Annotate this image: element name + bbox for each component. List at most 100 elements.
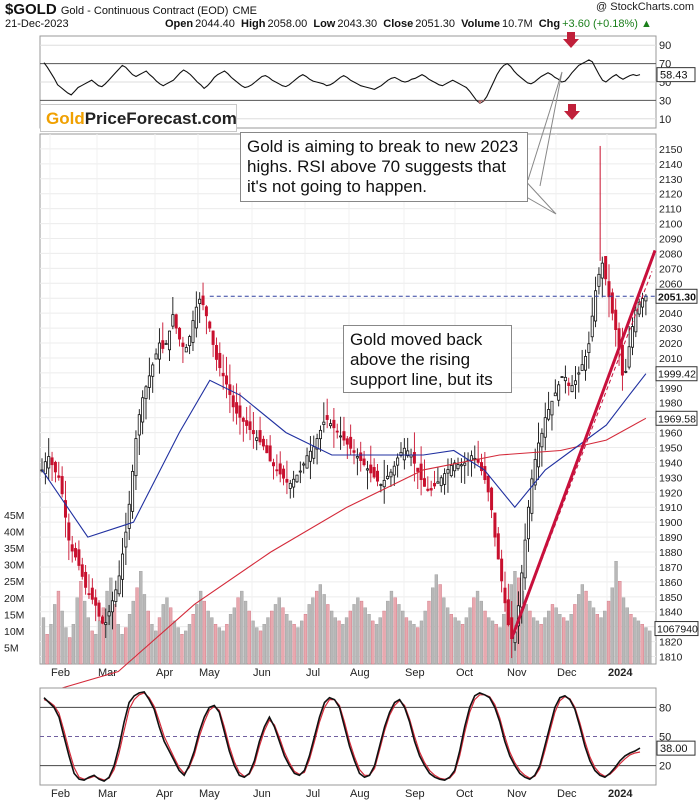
candle-body <box>164 343 168 345</box>
stochastic-x-label: Nov <box>507 788 527 800</box>
price-tick-label: 2010 <box>659 353 683 365</box>
credit-label[interactable]: @ StockCharts.com <box>596 1 694 13</box>
candle-body <box>406 450 410 457</box>
volume-bar <box>356 597 360 665</box>
volume-bar <box>577 594 581 665</box>
chart-symbol: $GOLD Gold - Continuous Contract (EOD) C… <box>5 1 257 18</box>
volume-bar <box>232 607 236 665</box>
volume-bar <box>97 620 102 665</box>
volume-bar <box>472 597 476 665</box>
candle-body <box>449 465 453 477</box>
volume-bar <box>60 610 64 665</box>
price-tick-label: 1950 <box>659 443 683 455</box>
volume-bar <box>176 627 180 665</box>
volume-bar <box>344 617 349 665</box>
candle-body <box>369 464 373 474</box>
volume-bar <box>633 617 637 665</box>
candle-body <box>537 442 541 468</box>
volume-bar <box>45 634 49 665</box>
candle-body <box>426 488 430 491</box>
candle-body <box>402 447 406 461</box>
volume-bar <box>333 617 337 665</box>
volume-bar <box>157 617 162 665</box>
price-tick-label: 1980 <box>659 398 683 410</box>
volume-bar <box>285 614 289 665</box>
volume-bar <box>142 594 147 665</box>
price-tick-label: 2140 <box>659 159 683 171</box>
volume-bar <box>468 607 472 665</box>
volume-bar <box>606 600 611 665</box>
volume-bar <box>281 607 285 665</box>
volume-bar <box>168 607 173 665</box>
volume-bar <box>558 614 562 665</box>
volume-value-box <box>654 621 699 637</box>
price-tick-label: 2070 <box>659 263 683 275</box>
candle-body <box>204 306 208 317</box>
volume-bar <box>330 610 334 665</box>
price-x-label: Feb <box>51 667 70 679</box>
candle-body <box>580 364 584 371</box>
annotation-support: Gold moved back above the rising support… <box>343 325 512 393</box>
candle-body <box>396 457 400 466</box>
candle-body <box>500 558 504 582</box>
volume-bar <box>562 617 566 665</box>
candle-body <box>422 478 426 487</box>
volume-tick-label: 45M <box>4 510 24 522</box>
volume-bar <box>318 584 322 665</box>
volume-bar <box>382 610 386 665</box>
volume-bar <box>135 587 139 665</box>
stochastic-x-label: Apr <box>156 788 173 800</box>
chart-date: 21-Dec-2023 <box>5 18 69 30</box>
volume-bar <box>554 607 558 665</box>
volume-bar <box>423 610 427 665</box>
candle-body <box>543 417 547 438</box>
candle-body <box>352 450 356 453</box>
candle-body <box>292 478 296 488</box>
volume-bar <box>475 590 480 665</box>
candle-body <box>245 420 249 426</box>
stochastic-x-label: May <box>199 788 220 800</box>
price-tick-label: 2110 <box>659 204 682 216</box>
volume-bar <box>187 624 192 665</box>
candle-body <box>594 290 598 322</box>
candle-body <box>386 475 390 480</box>
rsi-last-box <box>656 67 696 83</box>
stochastic-tick-label: 20 <box>659 761 671 773</box>
candle-body <box>201 295 205 306</box>
stochastic-x-label: Sep <box>405 788 425 800</box>
volume-bar <box>120 634 124 665</box>
volume-bar <box>584 590 588 665</box>
candle-body <box>624 370 628 373</box>
volume-bar <box>221 630 225 665</box>
volume-bar <box>150 624 154 665</box>
low-value: 2043.30 <box>337 18 378 30</box>
candle-body <box>191 320 195 343</box>
volume-bar <box>449 614 453 665</box>
candle-body <box>248 421 252 431</box>
volume-bar <box>502 614 506 665</box>
volume-value: 10.7M <box>502 18 533 30</box>
volume-bar <box>165 597 169 665</box>
candle-body <box>147 375 151 388</box>
candle-body <box>506 599 510 626</box>
volume-bar <box>112 604 117 665</box>
volume-bar <box>378 617 382 665</box>
volume-bar <box>53 604 57 665</box>
candle-body <box>567 382 571 386</box>
volume-bar <box>90 630 94 665</box>
price-tick-label: 2130 <box>659 174 683 186</box>
price-tick-label: 2080 <box>659 248 683 260</box>
volume-bar <box>498 627 502 665</box>
volume-bar <box>116 624 120 665</box>
rsi-tick-label: 90 <box>659 40 671 52</box>
candle-body <box>416 467 420 472</box>
candle-body <box>60 476 64 495</box>
ohlc-readout: Open 2044.40 High 2058.00 Low 2043.30 Close… <box>165 18 652 30</box>
volume-bar <box>434 574 438 665</box>
site-logo[interactable]: GoldPriceForecast.com <box>40 104 237 132</box>
candle-body <box>131 471 135 512</box>
chg-label: Chg <box>538 18 561 30</box>
candle-body <box>526 506 530 540</box>
price-tick-label: 1880 <box>659 547 683 559</box>
candle-body <box>298 470 302 473</box>
